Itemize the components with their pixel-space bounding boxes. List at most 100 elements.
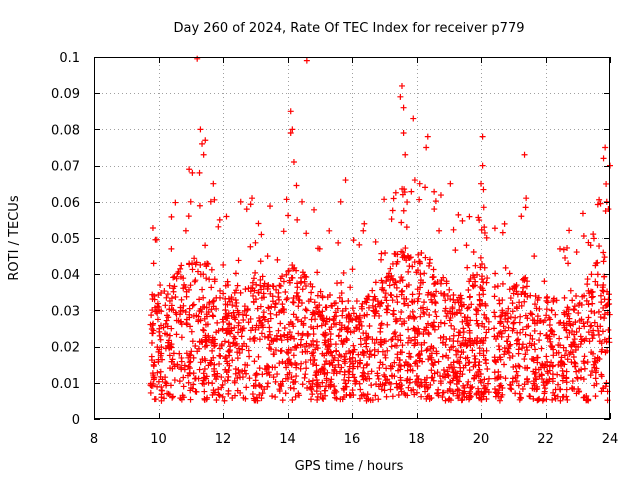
data-point [450,226,457,233]
data-point [173,311,180,318]
data-point [305,298,312,305]
data-point [387,380,394,387]
data-point [451,326,458,333]
data-point [260,283,267,290]
data-point [185,379,192,386]
data-point-peak [200,151,207,158]
data-point [310,349,317,356]
data-point [187,323,194,330]
data-point [356,314,363,321]
data-point [333,348,340,355]
data-point [494,332,501,339]
data-point [398,274,405,281]
data-point [437,372,444,379]
data-point [333,313,340,320]
data-point [185,286,192,293]
data-point [273,311,280,318]
data-point [570,354,577,361]
data-point [168,302,175,309]
data-point [323,304,330,311]
data-point [174,270,181,277]
data-point [476,350,483,357]
data-point [502,348,509,355]
data-point [319,294,326,301]
data-point [265,369,272,376]
data-point [324,346,331,353]
data-point [329,352,336,359]
data-point [388,343,395,350]
data-point [602,302,609,309]
data-point [235,329,242,336]
data-point [517,313,524,320]
data-point [377,336,384,343]
data-point [397,374,404,381]
data-point [236,350,243,357]
data-point [205,362,212,369]
data-point [350,310,357,317]
data-point [346,348,353,355]
data-point [151,292,158,299]
data-point [185,213,192,220]
data-point [431,319,438,326]
data-point [418,379,425,386]
data-point [598,388,605,395]
data-point [253,322,260,329]
data-point [256,336,263,343]
data-point [483,279,490,286]
data-point [389,336,396,343]
data-point [384,321,391,328]
data-point [485,318,492,325]
data-point [502,316,509,323]
data-point [566,227,573,234]
data-point [563,327,570,334]
data-point [259,273,266,280]
data-point [383,393,390,400]
data-point [180,302,187,309]
data-point [412,378,419,385]
data-point [234,375,241,382]
data-point [154,316,161,323]
data-point [495,343,502,350]
data-point [537,318,544,324]
data-point [559,377,566,384]
data-point [479,320,486,327]
data-point [507,314,514,321]
data-point-peak [605,206,612,213]
data-point [178,364,185,371]
data-point-peak [397,93,404,100]
data-point [382,354,389,361]
data-point-peak [416,180,423,187]
data-point [392,316,399,323]
data-point [330,315,337,322]
data-point [228,327,235,334]
data-point [564,396,571,403]
data-point [497,313,504,320]
data-point [522,351,529,358]
x-tick-label: 10 [150,432,167,447]
data-point-peak [400,130,407,137]
data-point [571,331,578,338]
data-point [466,359,473,366]
data-point [333,370,340,377]
data-point [353,324,360,331]
data-point [272,378,279,385]
data-point [196,169,203,176]
data-point [520,284,527,291]
data-point [416,259,423,266]
data-point [327,336,334,343]
data-point [181,362,188,369]
data-point [192,375,199,382]
data-point [394,384,401,391]
data-point [550,331,557,338]
data-point [457,354,464,361]
data-point [311,299,318,306]
data-point [405,384,412,391]
data-point [281,332,288,339]
data-point [532,366,539,373]
data-point [345,318,352,325]
data-point [379,348,386,355]
data-point [358,303,365,310]
data-point [519,326,526,333]
data-point [314,269,321,276]
data-point [357,386,364,393]
